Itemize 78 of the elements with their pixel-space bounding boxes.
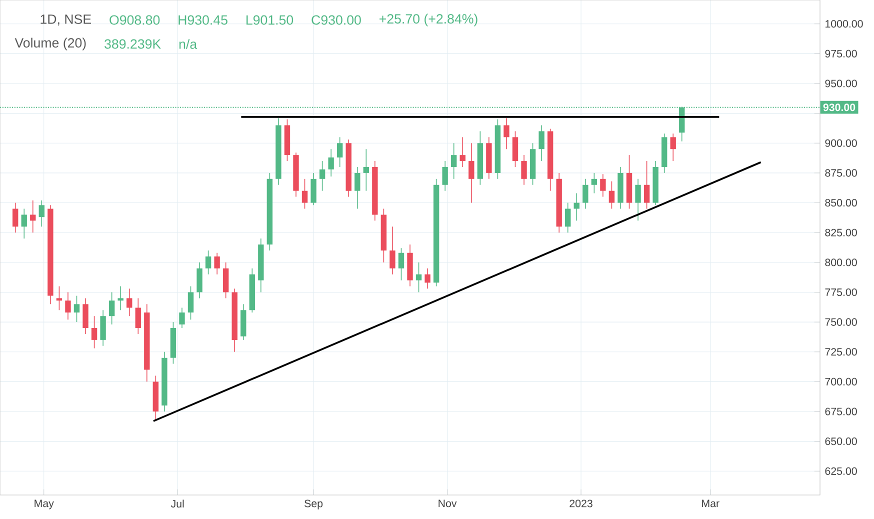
candlestick [600,174,606,198]
candlestick [214,252,220,275]
candlestick [451,142,457,180]
candlestick [108,292,115,325]
x-tick-label: May [34,500,54,510]
candlestick [582,178,588,210]
candlestick [416,262,422,293]
y-tick-label: 850.00 [825,198,857,207]
candlestick [504,118,510,150]
candlestick [100,310,106,346]
candlestick [56,286,62,311]
candlestick [644,160,650,210]
y-tick-label: 625.00 [825,467,857,475]
candlestick [179,307,185,328]
y-tick-label: 1000.00 [826,20,863,28]
candlestick [468,142,474,204]
y-tick-label: 800.00 [825,258,857,266]
candlestick [310,172,316,206]
candlestick [91,316,98,349]
candlestick [12,202,18,233]
candlestick [363,148,370,192]
candlestick [82,298,88,334]
candlestick [126,288,132,316]
candlestick [521,154,527,186]
y-tick-label: 775.00 [825,288,857,296]
candlestick [196,262,202,299]
y-tick-label: 675.00 [825,408,857,416]
candlestick [608,180,615,210]
y-tick-label: 825.00 [825,228,857,236]
candlestick [328,148,334,177]
annotation: O908.80 [110,15,160,25]
candlestick [38,200,45,228]
candlestick [512,130,518,168]
candlestick [390,226,396,275]
candlestick [398,248,404,281]
candlestick [538,124,544,162]
candlestick [460,136,466,168]
x-tick-label: Jul [170,500,184,508]
y-tick-label: 650.00 [825,438,857,446]
y-tick-label: 750.00 [825,318,857,326]
candlestick [135,298,141,334]
y-tick-label: 875.00 [825,169,857,177]
ref-line-label: 930.00 [823,104,856,112]
candlestick [635,178,641,222]
candlestick [302,178,308,210]
candlestick [74,295,80,322]
x-tick-label: Mar [702,500,720,508]
candlestick [591,172,598,194]
candlestick [442,160,448,192]
annotation: C930.00 [312,15,361,25]
y-tick-label: 950.00 [825,80,857,88]
candlestick [222,262,229,299]
candlestick [118,286,124,311]
candlestick [424,268,430,290]
annotation: L901.50 [246,15,294,25]
annotation: n/a [179,39,198,49]
annotation: H930.45 [178,15,228,25]
x-tick-label: Nov [438,500,457,508]
y-tick-label: 725.00 [825,348,857,356]
x-tick-label: 2023 [570,500,592,508]
candlestick [336,136,343,168]
y-tick-label: 900.00 [825,139,857,147]
x-tick-label: Sep [304,500,323,510]
annotation: 389.239K [104,39,161,49]
y-tick-label: 700.00 [825,378,857,386]
candlestick [188,286,194,320]
candlestick [21,208,27,239]
candlestick [670,133,676,162]
candlestick [354,166,360,210]
candlestick [205,250,212,275]
text: 1D, NSE [40,14,91,26]
candlestick [565,202,571,233]
candlestick [65,292,71,320]
annotation: Volume (20) [14,38,86,50]
candlestick [319,160,326,192]
y-tick-label: 975.00 [825,50,857,58]
annotation: +25.70 (+2.84%) [380,14,478,26]
candlestick [30,200,36,233]
